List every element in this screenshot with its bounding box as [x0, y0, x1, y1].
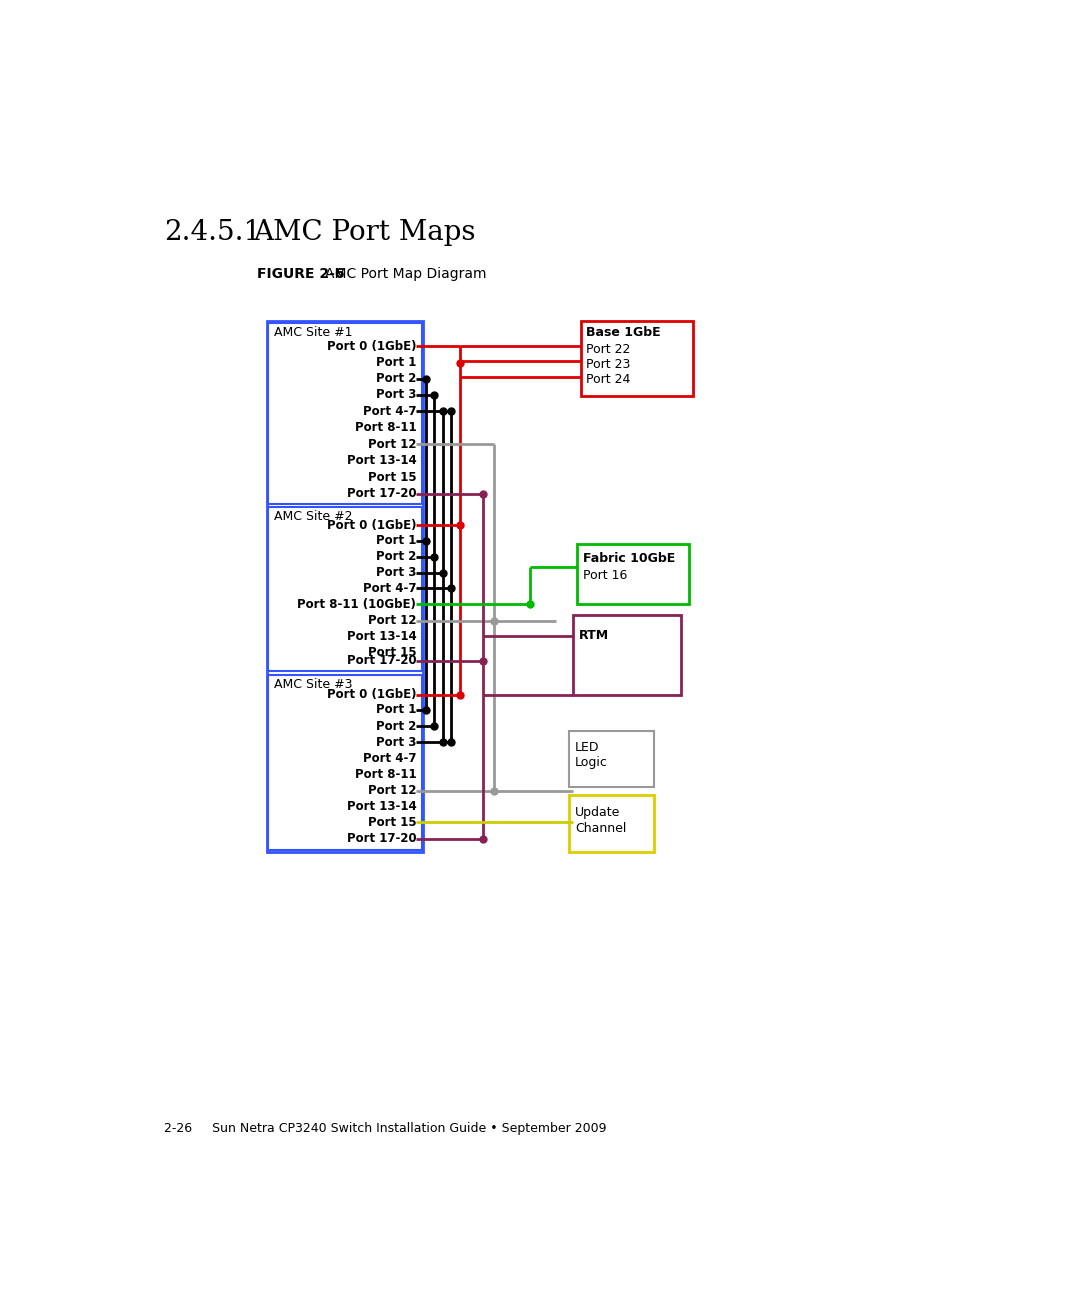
Bar — [268, 508, 422, 671]
Text: Port 1: Port 1 — [376, 704, 416, 717]
Text: Port 2: Port 2 — [376, 372, 416, 385]
Text: Port 0 (1GbE): Port 0 (1GbE) — [327, 688, 416, 701]
Text: Channel: Channel — [576, 822, 626, 835]
Bar — [577, 544, 689, 604]
Text: Port 2: Port 2 — [376, 719, 416, 732]
Text: Port 3: Port 3 — [376, 389, 416, 402]
Bar — [268, 674, 422, 850]
Text: Port 23: Port 23 — [586, 358, 631, 371]
Text: 2.4.5.1: 2.4.5.1 — [164, 219, 261, 246]
Text: Port 3: Port 3 — [376, 736, 416, 749]
Text: Port 17-20: Port 17-20 — [347, 487, 416, 500]
Text: Port 13-14: Port 13-14 — [347, 800, 416, 813]
Text: AMC Port Map Diagram: AMC Port Map Diagram — [325, 267, 486, 281]
Text: Port 24: Port 24 — [586, 373, 631, 386]
Text: Port 15: Port 15 — [367, 645, 416, 658]
Text: RTM: RTM — [579, 629, 609, 642]
Text: Port 0 (1GbE): Port 0 (1GbE) — [327, 518, 416, 531]
Text: Port 12: Port 12 — [368, 784, 416, 797]
Text: AMC Port Maps: AMC Port Maps — [253, 219, 475, 246]
Text: Port 13-14: Port 13-14 — [347, 630, 416, 643]
Text: Port 2: Port 2 — [376, 551, 416, 564]
Text: Port 4-7: Port 4-7 — [363, 752, 416, 765]
Text: Port 1: Port 1 — [376, 356, 416, 369]
Text: Port 4-7: Port 4-7 — [363, 582, 416, 595]
Text: Logic: Logic — [576, 756, 608, 769]
Text: Port 16: Port 16 — [583, 569, 627, 582]
Text: Port 15: Port 15 — [367, 816, 416, 829]
Text: Fabric 10GbE: Fabric 10GbE — [583, 552, 675, 565]
Text: Port 22: Port 22 — [586, 342, 631, 355]
Bar — [267, 321, 423, 853]
Text: Port 8-11: Port 8-11 — [354, 769, 416, 781]
Text: AMC Site #3: AMC Site #3 — [274, 678, 353, 691]
Text: Port 0 (1GbE): Port 0 (1GbE) — [327, 340, 416, 353]
Text: AMC Site #2: AMC Site #2 — [274, 509, 353, 522]
Text: Port 4-7: Port 4-7 — [363, 404, 416, 417]
Text: Port 1: Port 1 — [376, 534, 416, 547]
Text: Port 17-20: Port 17-20 — [347, 654, 416, 667]
Text: AMC Site #1: AMC Site #1 — [274, 327, 353, 340]
Text: Update: Update — [576, 806, 621, 819]
Text: Port 15: Port 15 — [367, 470, 416, 483]
Text: Port 3: Port 3 — [376, 566, 416, 579]
Bar — [569, 794, 654, 853]
Bar — [572, 616, 681, 695]
Text: Port 8-11: Port 8-11 — [354, 421, 416, 434]
Text: Port 12: Port 12 — [368, 438, 416, 451]
Text: FIGURE 2-6: FIGURE 2-6 — [257, 267, 345, 281]
Text: LED: LED — [576, 741, 599, 754]
Bar — [569, 731, 654, 787]
Text: Port 17-20: Port 17-20 — [347, 832, 416, 845]
Bar — [268, 323, 422, 504]
Text: Port 12: Port 12 — [368, 614, 416, 627]
Text: Port 13-14: Port 13-14 — [347, 454, 416, 467]
Text: Port 8-11 (10GbE): Port 8-11 (10GbE) — [297, 597, 416, 610]
Bar — [581, 321, 693, 395]
Text: 2-26     Sun Netra CP3240 Switch Installation Guide • September 2009: 2-26 Sun Netra CP3240 Switch Installatio… — [164, 1122, 606, 1135]
Text: Base 1GbE: Base 1GbE — [586, 327, 661, 340]
